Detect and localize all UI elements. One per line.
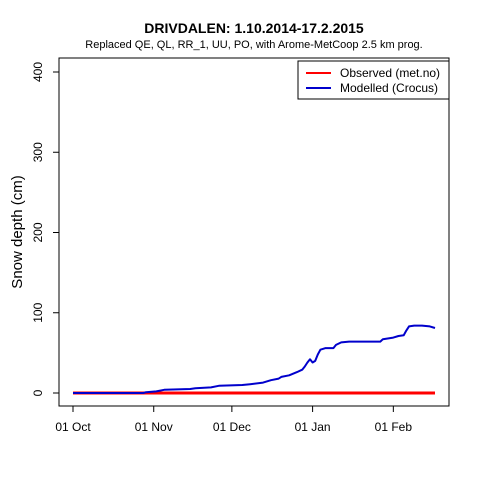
legend-entry: Observed (met.no) [340,66,440,80]
series-line-modelled [73,324,436,394]
y-axis: 0 100 200 300 400 [31,62,59,396]
y-tick-label: 300 [31,142,45,162]
legend-box [297,60,450,100]
x-tick-label: 01 Nov [135,420,173,434]
y-tick-label: 400 [31,62,45,82]
x-tick-label: 01 Dec [213,420,251,434]
x-tick-label: 01 Feb [375,420,413,434]
y-axis-label: Snow depth (cm) [9,175,26,288]
legend-entry: Modelled (Crocus) [340,81,438,95]
y-tick-label: 100 [31,302,45,322]
x-tick-label: 01 Jan [295,420,331,434]
x-axis: 01 Oct 01 Nov 01 Dec 01 Jan 01 Feb [55,406,412,434]
x-tick-label: 01 Oct [55,420,91,434]
y-tick-label: 0 [31,389,45,396]
chart-title: DRIVDALEN: 1.10.2014-17.2.2015 [144,20,364,36]
chart-subtitle: Replaced QE, QL, RR_1, UU, PO, with Arom… [85,39,422,51]
legend: Observed (met.no)Modelled (Crocus) [297,60,450,100]
y-tick-label: 200 [31,222,45,242]
series-layer [73,324,436,395]
